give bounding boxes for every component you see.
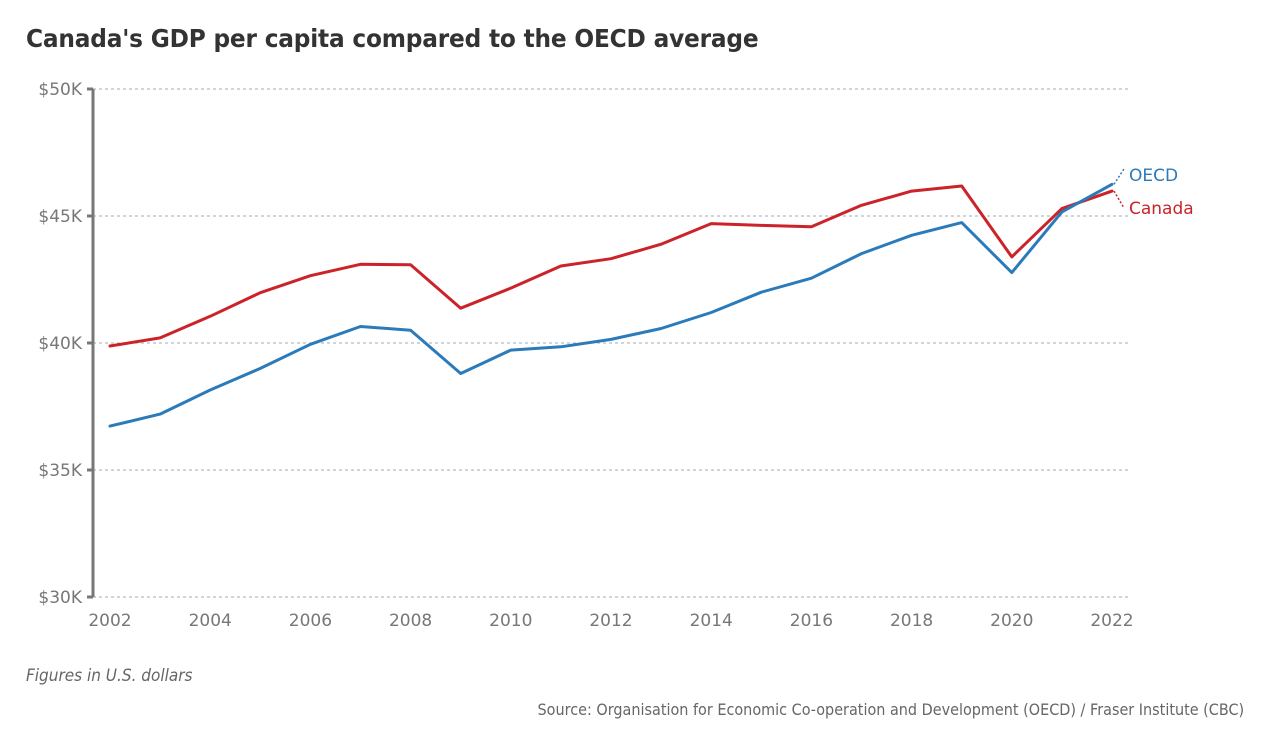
x-tick-label: 2002 bbox=[88, 611, 131, 631]
series-label-oecd: OECD bbox=[1129, 166, 1178, 186]
label-leader-canada bbox=[1113, 190, 1125, 209]
series-label-canada: Canada bbox=[1129, 199, 1194, 219]
y-axis-ticks: $30K $35K $40K $45K $50K bbox=[38, 80, 82, 608]
y-tick-label: $45K bbox=[38, 207, 82, 227]
x-axis-ticks: 2002 2004 2006 2008 2010 2012 2014 2016 2018 2020… bbox=[88, 611, 1133, 631]
x-tick-label: 2020 bbox=[990, 611, 1033, 631]
series-line-canada bbox=[108, 184, 1114, 348]
x-tick-label: 2006 bbox=[289, 611, 332, 631]
x-tick-label: 2014 bbox=[690, 611, 733, 631]
x-tick-label: 2012 bbox=[589, 611, 632, 631]
label-leader-oecd bbox=[1113, 168, 1125, 185]
series-line-oecd bbox=[108, 182, 1114, 428]
x-tick-label: 2010 bbox=[489, 611, 532, 631]
x-tick-label: 2016 bbox=[790, 611, 833, 631]
y-tick-label: $30K bbox=[38, 588, 82, 608]
x-tick-label: 2022 bbox=[1090, 611, 1133, 631]
series-labels: OECD Canada bbox=[1113, 166, 1194, 219]
axes bbox=[87, 87, 95, 599]
y-tick-label: $40K bbox=[38, 334, 82, 354]
x-tick-label: 2008 bbox=[389, 611, 432, 631]
chart-title: Canada's GDP per capita compared to the … bbox=[26, 24, 759, 53]
gridlines bbox=[93, 88, 1128, 598]
series-lines bbox=[108, 182, 1114, 428]
source-credit: Source: Organisation for Economic Co-ope… bbox=[537, 700, 1244, 719]
y-tick-label: $35K bbox=[38, 461, 82, 481]
y-tick-label: $50K bbox=[38, 80, 82, 100]
x-tick-label: 2018 bbox=[890, 611, 933, 631]
x-tick-label: 2004 bbox=[189, 611, 232, 631]
units-note: Figures in U.S. dollars bbox=[26, 666, 193, 686]
